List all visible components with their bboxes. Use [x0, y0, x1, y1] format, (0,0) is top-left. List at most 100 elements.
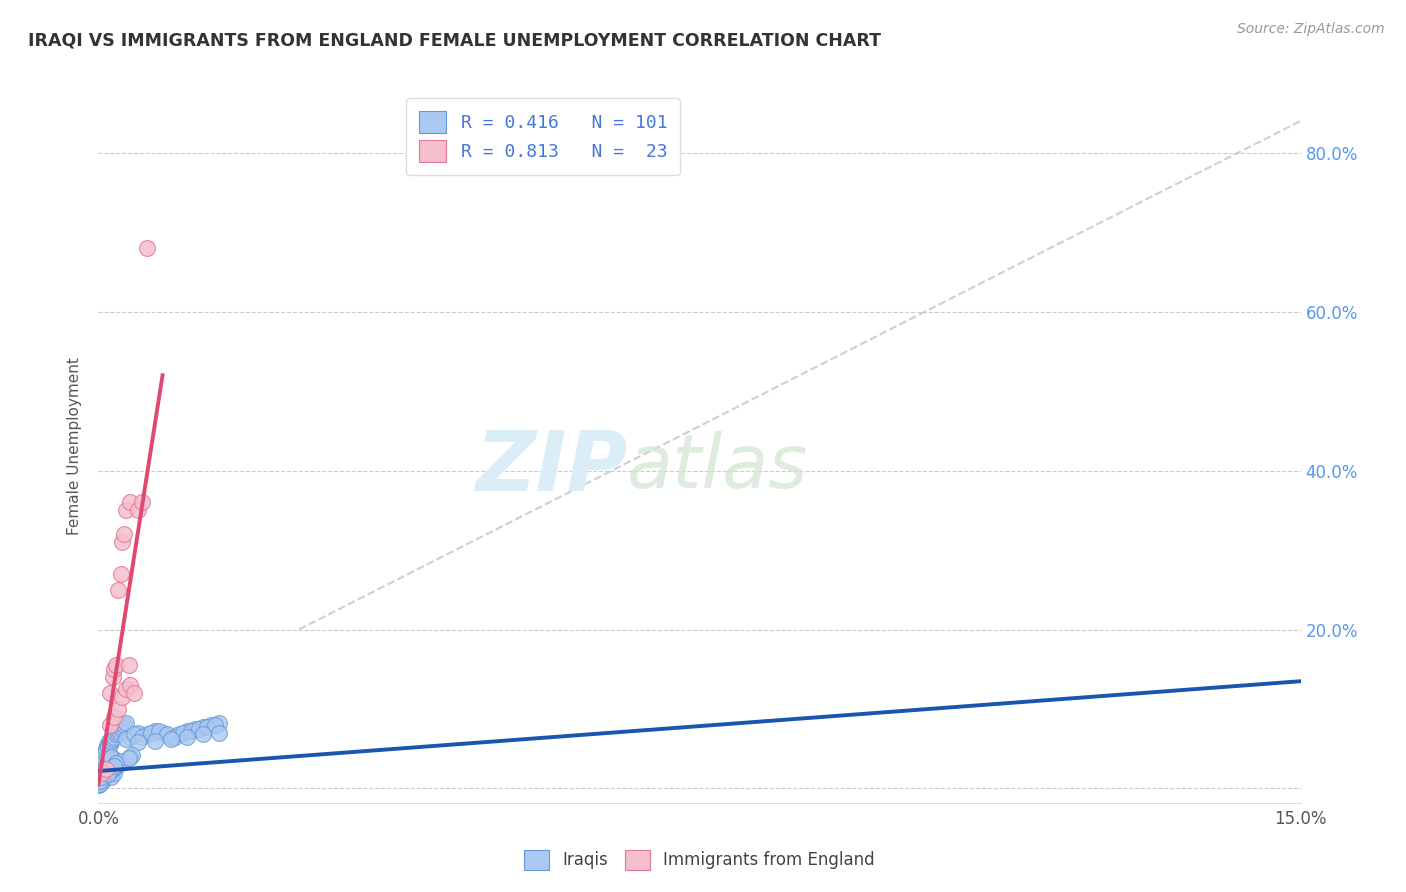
Point: [159, 732, 181, 747]
Point: [91, 749, 114, 764]
Point: [128, 735, 150, 749]
Point: [101, 762, 124, 776]
Point: [121, 748, 143, 763]
Point: [91, 770, 114, 784]
Point: [176, 730, 198, 744]
Point: [96, 757, 118, 772]
Point: [94, 757, 117, 772]
Point: [103, 766, 125, 780]
Point: [98, 751, 121, 765]
Point: [93, 759, 115, 773]
Point: [180, 724, 202, 739]
Point: [107, 726, 129, 740]
Point: [159, 730, 181, 744]
Point: [89, 777, 111, 791]
Point: [97, 767, 120, 781]
Point: [96, 738, 118, 752]
Point: [120, 749, 142, 764]
Point: [90, 772, 112, 786]
Point: [90, 775, 112, 789]
Point: [163, 730, 186, 744]
Point: [124, 686, 146, 700]
Point: [110, 722, 132, 736]
Point: [200, 718, 222, 732]
Point: [128, 726, 150, 740]
Point: [118, 751, 141, 765]
Point: [89, 773, 111, 788]
Point: [115, 503, 138, 517]
Point: [143, 724, 166, 739]
Text: Source: ZipAtlas.com: Source: ZipAtlas.com: [1237, 22, 1385, 37]
Point: [120, 730, 142, 744]
Point: [96, 743, 118, 757]
Point: [100, 749, 122, 764]
Point: [115, 732, 138, 747]
Point: [115, 682, 138, 697]
Point: [112, 718, 135, 732]
Point: [110, 566, 132, 581]
Point: [103, 710, 125, 724]
Point: [100, 734, 122, 748]
Point: [204, 718, 226, 732]
Point: [118, 658, 141, 673]
Point: [135, 727, 157, 741]
Point: [111, 535, 134, 549]
Point: [103, 759, 125, 773]
Point: [97, 762, 120, 776]
Point: [103, 730, 125, 744]
Point: [103, 759, 125, 773]
Point: [148, 724, 170, 739]
Point: [124, 727, 146, 741]
Point: [94, 746, 117, 760]
Point: [100, 764, 122, 778]
Point: [112, 527, 135, 541]
Point: [98, 756, 121, 770]
Point: [208, 716, 231, 731]
Point: [135, 241, 157, 255]
Point: [191, 719, 214, 733]
Point: [139, 726, 162, 740]
Point: [155, 727, 177, 741]
Point: [98, 738, 121, 752]
Point: [91, 751, 114, 765]
Point: [208, 726, 231, 740]
Legend: Iraqis, Immigrants from England: Iraqis, Immigrants from England: [517, 843, 882, 877]
Point: [91, 767, 114, 781]
Point: [107, 757, 129, 772]
Point: [96, 754, 118, 768]
Point: [107, 702, 129, 716]
Point: [100, 686, 122, 700]
Point: [101, 764, 124, 778]
Point: [183, 722, 205, 736]
Point: [96, 762, 118, 776]
Point: [94, 741, 117, 756]
Point: [152, 726, 174, 740]
Text: atlas: atlas: [627, 432, 808, 503]
Y-axis label: Female Unemployment: Female Unemployment: [67, 357, 83, 535]
Point: [101, 670, 124, 684]
Point: [90, 770, 112, 784]
Point: [97, 767, 120, 781]
Point: [105, 658, 128, 673]
Point: [91, 764, 114, 778]
Point: [97, 754, 120, 768]
Point: [105, 727, 128, 741]
Point: [187, 722, 209, 736]
Text: ZIP: ZIP: [475, 427, 627, 508]
Point: [131, 495, 153, 509]
Point: [93, 746, 115, 760]
Point: [94, 763, 117, 777]
Point: [114, 716, 136, 731]
Point: [89, 765, 111, 780]
Point: [143, 734, 166, 748]
Point: [89, 773, 111, 788]
Point: [111, 754, 134, 768]
Point: [101, 751, 124, 765]
Point: [120, 678, 142, 692]
Point: [128, 503, 150, 517]
Point: [90, 754, 112, 768]
Point: [108, 724, 131, 739]
Point: [90, 748, 112, 763]
Point: [107, 582, 129, 597]
Point: [104, 757, 127, 772]
